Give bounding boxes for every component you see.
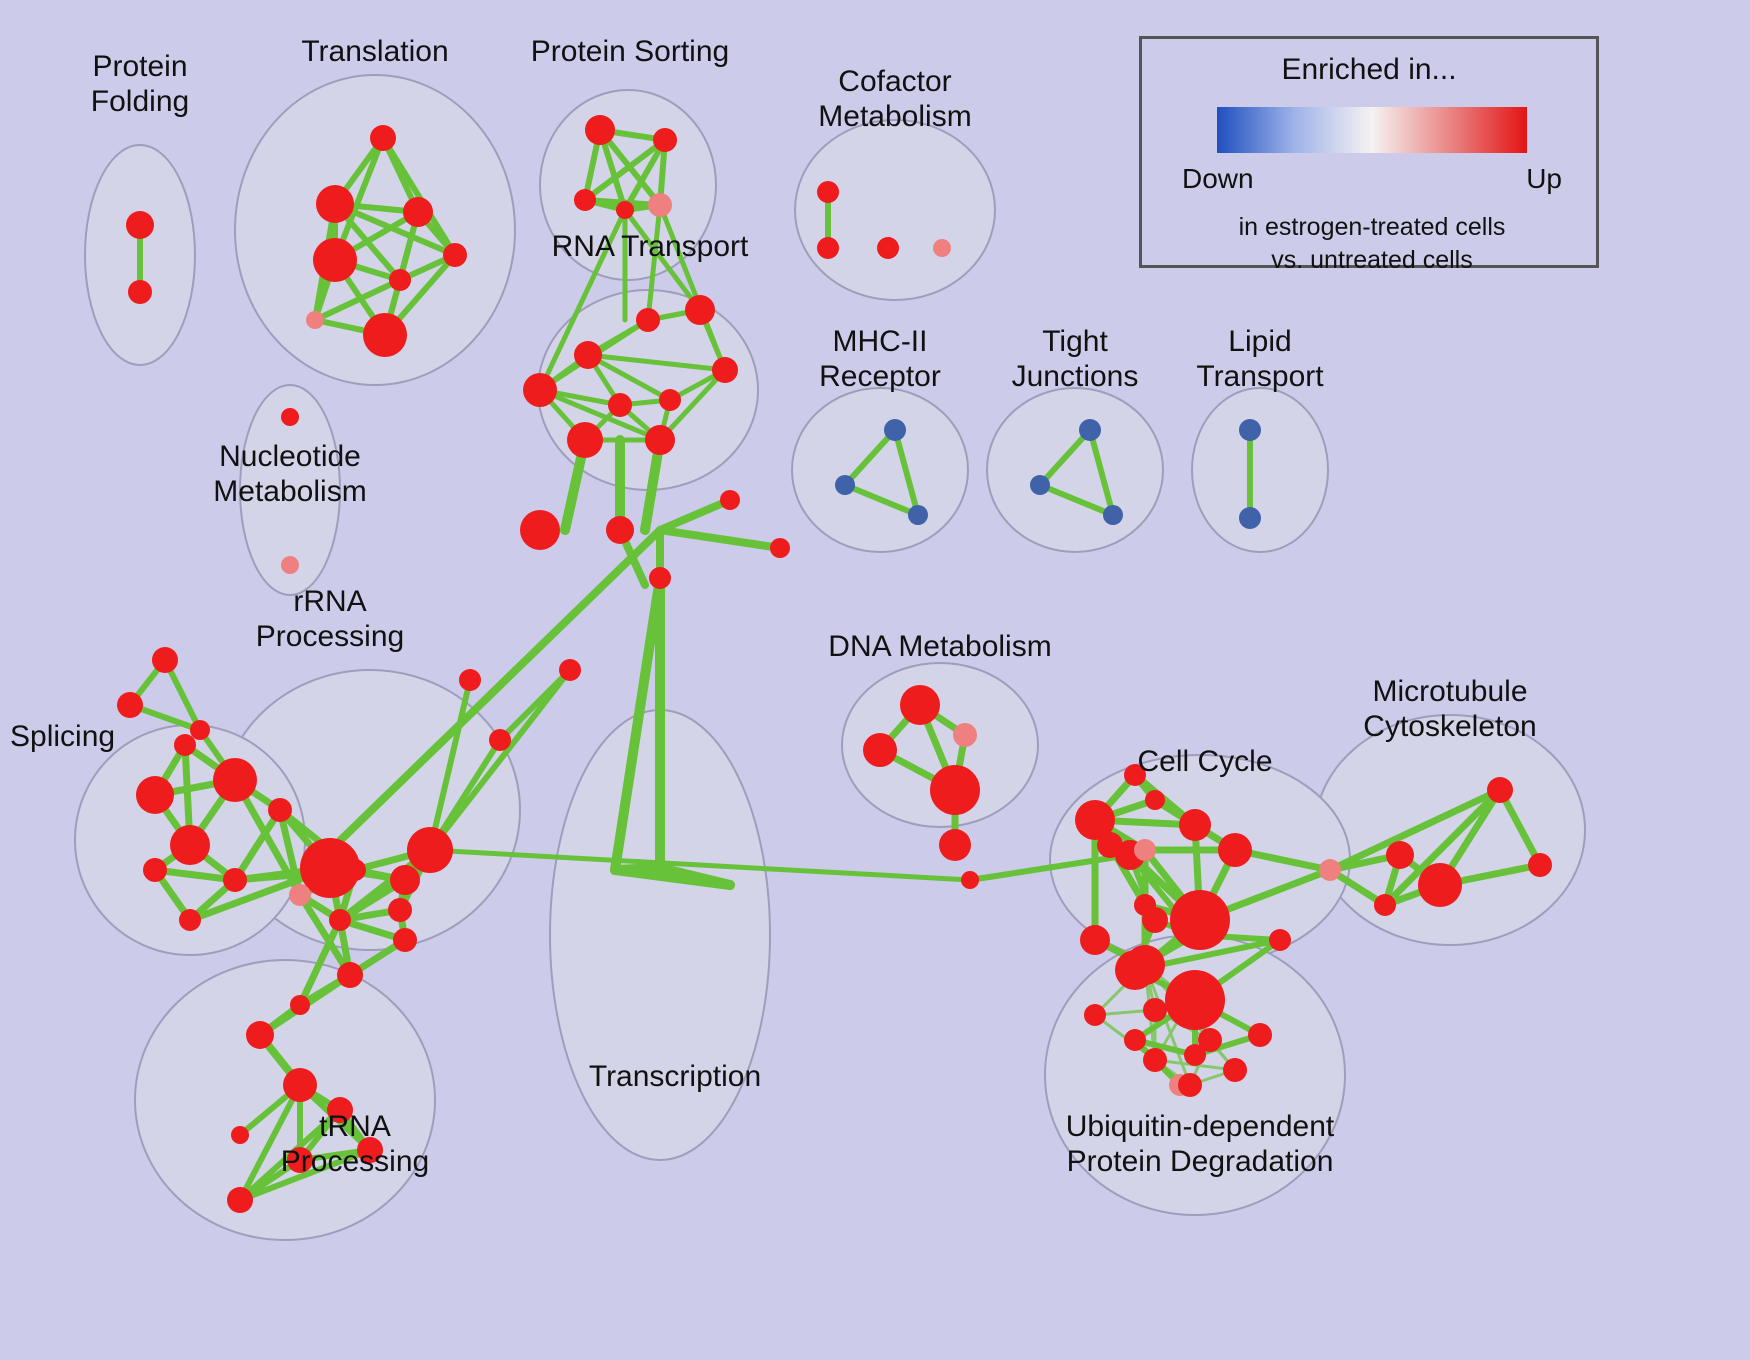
legend-up-label: Up	[1526, 163, 1562, 195]
legend-title: Enriched in...	[1142, 53, 1596, 87]
legend-box: Enriched in... Down Up in estrogen-treat…	[1139, 36, 1599, 268]
legend-gradient-bar	[1217, 107, 1527, 153]
legend-updown-labels: Down Up	[1182, 163, 1562, 195]
legend-subtitle: in estrogen-treated cells vs. untreated …	[1142, 211, 1602, 276]
enrichment-map: Protein Folding Translation Protein Sorti…	[0, 0, 1750, 1360]
legend-down-label: Down	[1182, 163, 1254, 195]
